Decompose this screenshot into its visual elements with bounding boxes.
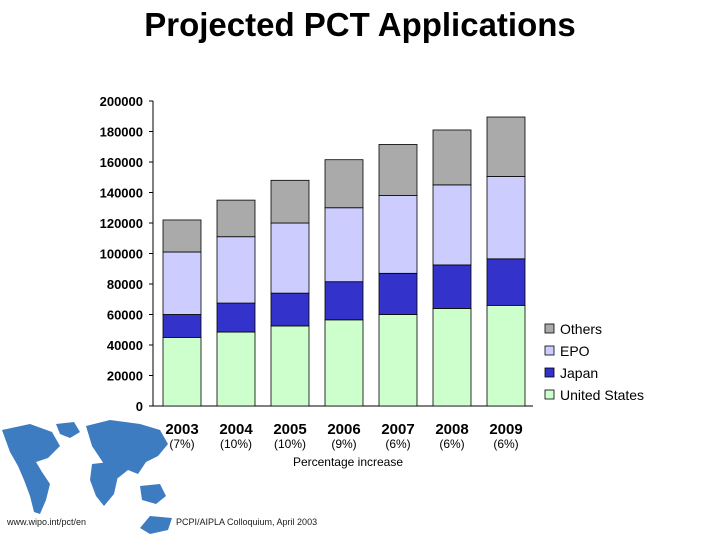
y-tick-label: 40000 (107, 338, 143, 353)
bar-japan-2006 (324, 281, 364, 321)
bar-united-states-2006 (324, 319, 364, 407)
slide-title: Projected PCT Applications (144, 6, 576, 43)
legend-swatch-united-states (544, 389, 555, 400)
y-tick-label: 160000 (100, 155, 143, 170)
legend-label: EPO (560, 343, 590, 359)
bar-japan-2005 (270, 292, 310, 327)
y-tick-label: 0 (136, 399, 143, 414)
y-tick-label: 200000 (100, 94, 143, 109)
bar-japan-2004 (216, 302, 256, 333)
map-continent-australia (140, 484, 166, 504)
y-tick-label: 60000 (107, 308, 143, 323)
bar-others-2007 (378, 144, 418, 196)
map-continent-greenland (56, 422, 80, 438)
bar-japan-2007 (378, 272, 418, 315)
bar-united-states-2003 (162, 336, 202, 407)
y-tick-label: 180000 (100, 125, 143, 140)
y-tick-label: 100000 (100, 247, 143, 262)
x-tick-label: 2003 (165, 421, 198, 438)
bar-epo-2004 (216, 236, 256, 304)
bar-others-2004 (216, 199, 256, 238)
bar-epo-2008 (432, 184, 472, 266)
map-continent-antarctica (140, 516, 172, 534)
map-continent-africa (90, 462, 118, 506)
map-continent-americas (2, 424, 60, 514)
footer-event: PCPI/AIPLA Colloquium, April 2003 (176, 517, 318, 527)
x-tick-label: 2006 (327, 421, 360, 438)
bar-japan-2003 (162, 314, 202, 338)
legend-label: Others (560, 321, 602, 337)
percentage-increase-label: (7%) (169, 437, 194, 451)
percentage-increase-label: (6%) (493, 437, 518, 451)
percentage-increase-label: (6%) (385, 437, 410, 451)
bar-united-states-2007 (378, 314, 418, 407)
bar-others-2003 (162, 219, 202, 253)
annotation-caption: Percentage increase (293, 455, 403, 469)
y-tick-label: 120000 (100, 216, 143, 231)
bar-united-states-2008 (432, 307, 472, 407)
legend-swatch-others (544, 323, 555, 334)
bar-united-states-2004 (216, 331, 256, 407)
bar-epo-2009 (486, 176, 526, 260)
y-tick-label: 80000 (107, 277, 143, 292)
bar-epo-2006 (324, 207, 364, 283)
x-tick-label: 2009 (489, 421, 522, 438)
bar-others-2009 (486, 116, 526, 177)
bar-epo-2005 (270, 222, 310, 294)
bar-others-2006 (324, 159, 364, 209)
bar-united-states-2009 (486, 304, 526, 407)
percentage-increase-label: (6%) (439, 437, 464, 451)
percentage-increase-label: (9%) (331, 437, 356, 451)
bar-others-2005 (270, 179, 310, 224)
x-tick-label: 2007 (381, 421, 414, 438)
y-tick-label: 140000 (100, 186, 143, 201)
percentage-increase-label: (10%) (274, 437, 306, 451)
bar-japan-2008 (432, 264, 472, 309)
bar-united-states-2005 (270, 325, 310, 407)
legend-swatch-japan (544, 367, 555, 378)
legend-swatch-epo (544, 345, 555, 356)
bar-japan-2009 (486, 258, 526, 306)
legend-label: Japan (560, 365, 598, 381)
footer-url: www.wipo.int/pct/en (7, 517, 87, 527)
bar-others-2008 (432, 129, 472, 186)
legend-label: United States (560, 387, 644, 403)
x-tick-label: 2004 (219, 421, 253, 438)
y-tick-label: 20000 (107, 369, 143, 384)
bar-epo-2007 (378, 195, 418, 274)
bar-epo-2003 (162, 251, 202, 315)
percentage-increase-label: (10%) (220, 437, 252, 451)
x-tick-label: 2005 (273, 421, 306, 438)
x-tick-label: 2008 (435, 421, 468, 438)
world-map-icon (2, 420, 172, 534)
